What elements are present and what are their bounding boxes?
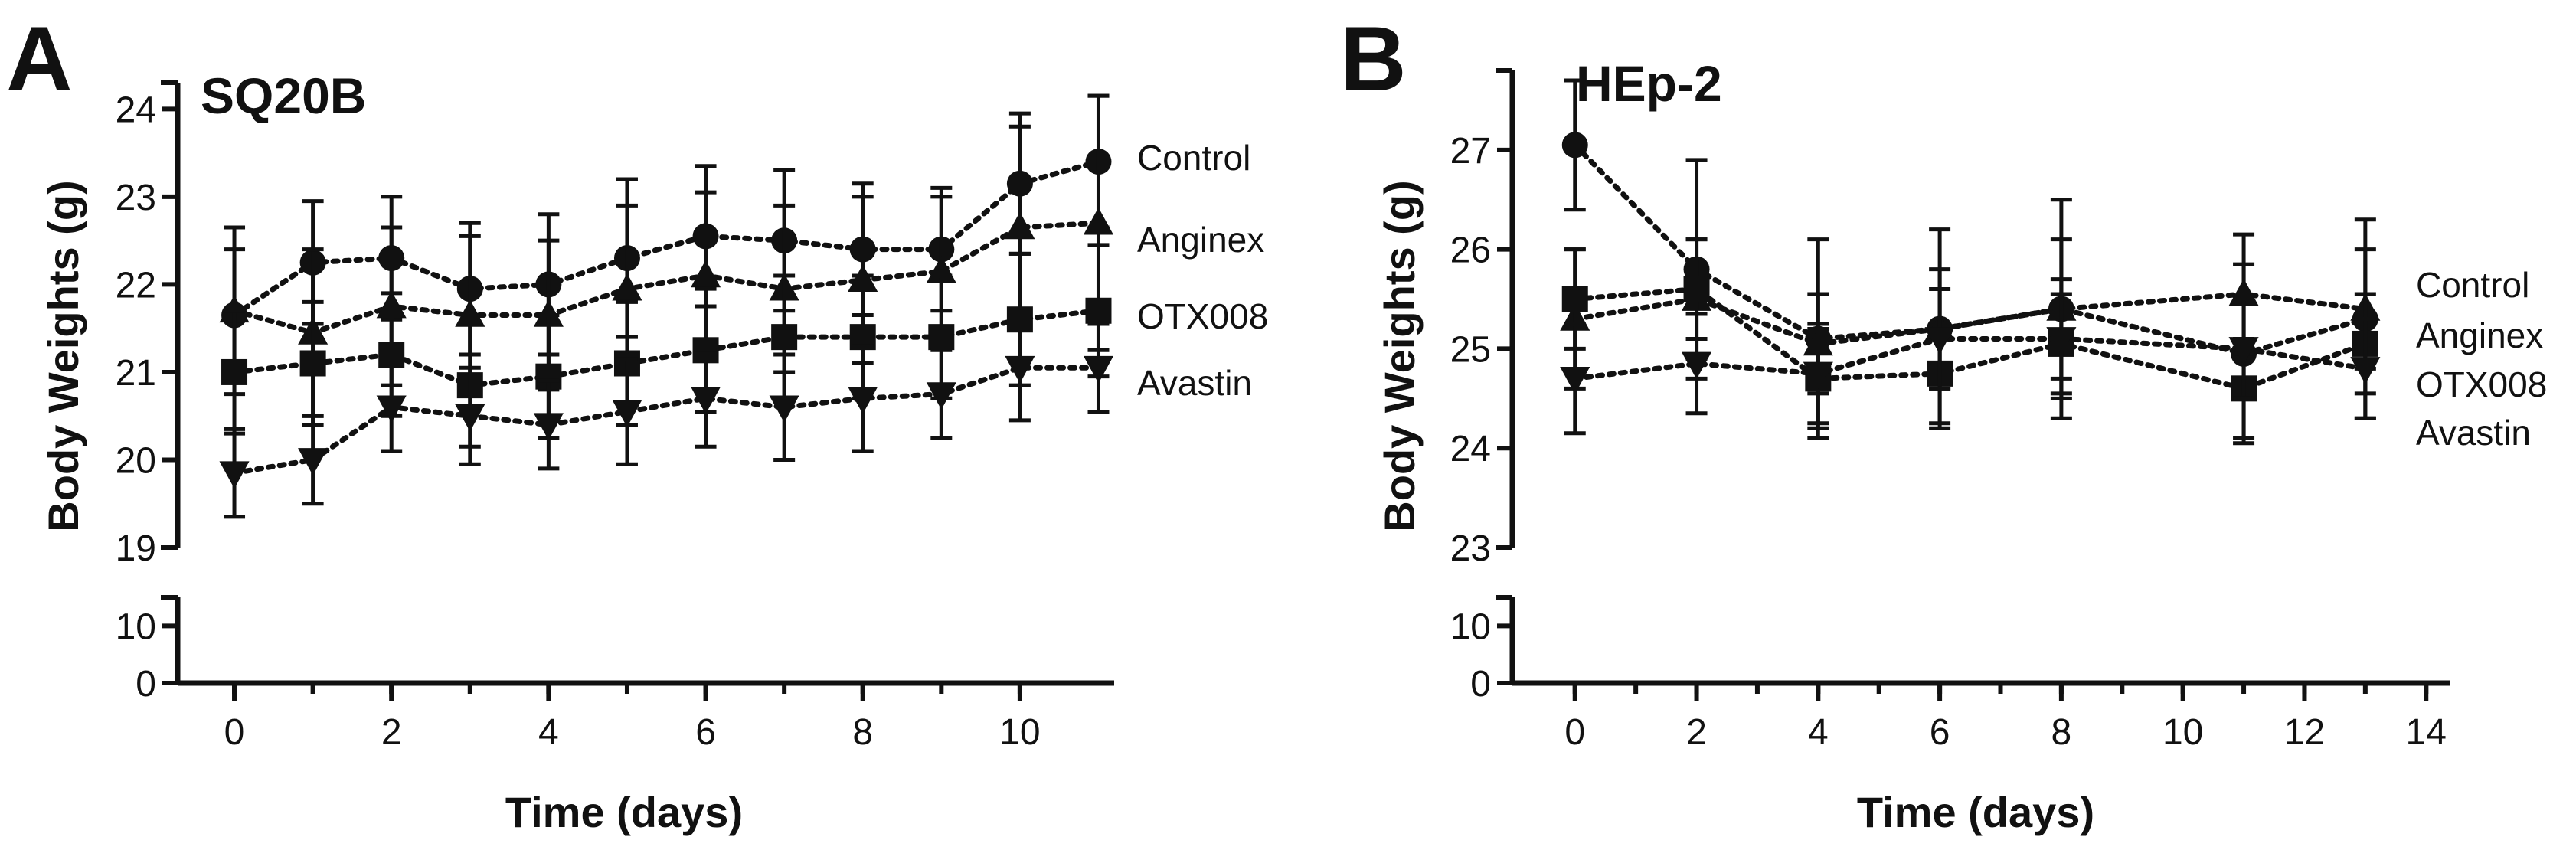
x-tick-label: 0 (1564, 712, 1585, 753)
data-point (691, 387, 721, 414)
x-tick-label: 10 (999, 712, 1040, 753)
panel-letter: B (1340, 8, 1407, 110)
data-point (928, 324, 955, 351)
y-tick-label: 23 (1450, 528, 1491, 569)
legend-label-anginex: Anginex (1137, 220, 1264, 260)
data-point (298, 448, 329, 476)
series-layer (219, 93, 1114, 519)
data-point (455, 404, 485, 432)
y-tick-label: 0 (136, 664, 156, 705)
series-line (231, 159, 1101, 318)
y-tick-label: 0 (1470, 664, 1491, 705)
series-line (231, 365, 1101, 476)
data-point (376, 395, 407, 423)
y-tick-label: 23 (116, 178, 156, 218)
x-tick-label: 6 (695, 712, 716, 753)
x-tick-label: 0 (224, 712, 245, 753)
y-tick-label: 20 (116, 440, 156, 481)
y-tick-label: 27 (1450, 131, 1491, 172)
data-point (1083, 355, 1114, 384)
data-point (1085, 297, 1112, 324)
data-point (219, 461, 250, 489)
y-tick-label: 24 (116, 90, 156, 130)
legend-label-avastin: Avastin (1137, 363, 1252, 403)
x-tick-label: 14 (2406, 712, 2447, 753)
y-axis-label: Body Weights (g) (39, 180, 87, 531)
legend-label-control: Control (2416, 265, 2529, 305)
data-point (769, 395, 799, 423)
data-point (1561, 286, 1588, 312)
panel-a: A SQ20B Body Weights (g) Time (days) 19 2… (6, 8, 1268, 836)
data-point (455, 299, 485, 327)
legend-label-control: Control (1137, 138, 1250, 178)
y-tick-label: 26 (1450, 230, 1491, 271)
data-point (1803, 361, 1833, 390)
data-point (612, 273, 642, 301)
data-point (2046, 327, 2077, 355)
legend-label-otx008: OTX008 (2416, 365, 2547, 404)
y-tick-label: 10 (116, 606, 156, 647)
x-axis-label: Time (days) (1857, 788, 2094, 836)
data-point (1561, 132, 1588, 159)
y-axis-label: Body Weights (g) (1375, 180, 1424, 531)
panel-title: HEp-2 (1576, 55, 1722, 112)
data-point (848, 387, 878, 414)
data-point (691, 260, 721, 288)
legend: Control Anginex OTX008 Avastin (1137, 138, 1268, 403)
data-point (926, 382, 956, 410)
data-point (1005, 211, 1035, 240)
y-tick-label: 10 (1450, 606, 1491, 647)
series-line (231, 220, 1101, 336)
data-point (221, 358, 248, 385)
data-point (219, 295, 250, 323)
series-otx008 (221, 243, 1112, 449)
data-point (612, 400, 642, 427)
y-tick-label: 22 (116, 265, 156, 306)
panel-title: SQ20B (201, 67, 366, 124)
x-tick-label: 6 (1930, 712, 1950, 753)
data-point (533, 413, 564, 441)
data-point (1924, 327, 1955, 355)
y-tick-label: 21 (116, 353, 156, 394)
legend-label-otx008: OTX008 (1137, 296, 1268, 336)
data-point (533, 299, 564, 327)
series-control (221, 93, 1112, 383)
x-tick-label: 2 (381, 712, 402, 753)
legend-label-anginex: Anginex (2416, 315, 2543, 355)
series-layer (1560, 78, 2381, 446)
x-tick-label: 10 (2162, 712, 2203, 753)
data-point (771, 324, 798, 351)
series-anginex (219, 93, 1114, 418)
legend: Control Anginex OTX008 Avastin (2416, 265, 2547, 453)
panel-b: B HEp-2 Body Weights (g) Time (days) 23 2… (1340, 8, 2547, 836)
data-point (1683, 276, 1710, 302)
data-point (2350, 357, 2381, 384)
y-tick-label: 24 (1450, 429, 1491, 469)
data-point (1083, 207, 1114, 235)
x-tick-label: 8 (852, 712, 873, 753)
x-tick-label: 4 (538, 712, 559, 753)
data-point (2228, 337, 2259, 365)
data-point (299, 350, 326, 377)
x-axis-label: Time (days) (505, 788, 743, 836)
x-tick-label: 8 (2051, 712, 2072, 753)
y-tick-label: 25 (1450, 329, 1491, 370)
data-point (1005, 355, 1035, 384)
legend-label-avastin: Avastin (2416, 413, 2531, 453)
panel-letter: A (6, 8, 73, 110)
series-avastin (219, 313, 1114, 519)
series-avastin (1560, 277, 2381, 436)
data-point (1681, 351, 1712, 380)
x-tick-label: 12 (2284, 712, 2325, 753)
data-point (1560, 367, 1590, 394)
series-anginex (1560, 232, 2381, 396)
x-tick-label: 2 (1686, 712, 1707, 753)
y-tick-label: 19 (116, 528, 156, 569)
series-line (231, 308, 1101, 388)
x-tick-label: 4 (1808, 712, 1829, 753)
